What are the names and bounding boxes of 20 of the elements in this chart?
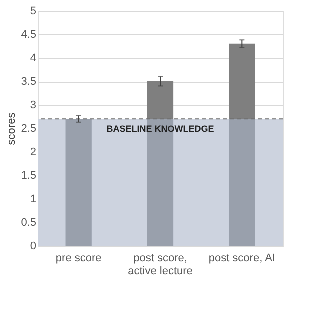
bar xyxy=(66,119,92,246)
y-tick-label: 2.5 xyxy=(21,123,36,135)
y-tick-label: 4 xyxy=(30,52,36,64)
x-tick-label: post score, active lecture xyxy=(128,252,193,278)
y-tick-label: 3.5 xyxy=(21,76,36,88)
y-tick-label: 3 xyxy=(30,100,36,112)
y-axis-title: scores xyxy=(6,112,18,146)
y-tick-label: 1.5 xyxy=(21,170,36,182)
y-tick-label: 2 xyxy=(30,146,36,158)
bar xyxy=(229,44,256,120)
x-tick-label: post score, AI xyxy=(208,252,276,264)
band-label: BASELINE KNOWLEDGE xyxy=(106,124,214,134)
y-tick-label: 1 xyxy=(30,194,36,206)
y-tick-label: 0 xyxy=(30,240,36,252)
bar xyxy=(147,82,174,120)
y-tick-label: 4.5 xyxy=(21,29,36,41)
bar xyxy=(229,119,256,246)
x-tick-label: pre score xyxy=(56,252,102,264)
y-tick-label: 0.5 xyxy=(21,217,36,229)
y-tick-label: 5 xyxy=(30,6,36,18)
